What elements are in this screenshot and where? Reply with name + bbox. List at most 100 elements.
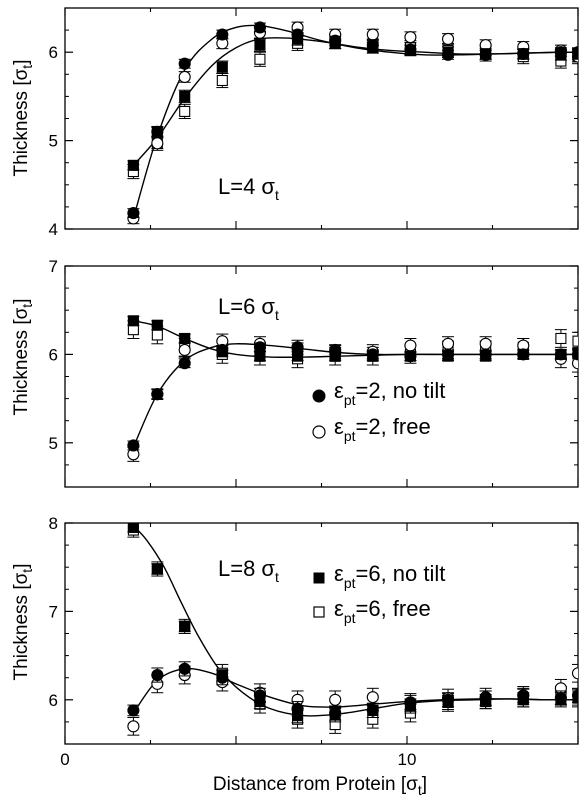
- data-point-filled-square: [127, 159, 139, 171]
- y-tick-label: 8: [49, 514, 58, 533]
- y-axis-title-3: Thickness [σt]: [11, 564, 35, 681]
- data-point-filled-circle: [291, 341, 304, 354]
- y-tick-label: 7: [49, 602, 58, 621]
- data-point-open-circle: [571, 357, 578, 370]
- data-point-filled-circle: [253, 21, 266, 34]
- panel-label-1: L=4 σt: [218, 174, 279, 203]
- data-point-filled-circle: [178, 662, 191, 675]
- fit-line-1: [132, 24, 578, 219]
- data-point-filled-square: [151, 563, 163, 575]
- legend-label: εpt=2, no tilt: [334, 378, 445, 408]
- data-point-open-square: [179, 105, 191, 117]
- data-point-filled-circle: [404, 350, 417, 363]
- legend-label: εpt=2, free: [334, 414, 431, 444]
- data-point-filled-circle: [554, 46, 567, 59]
- data-point-open-circle: [441, 337, 455, 350]
- data-point-filled-circle: [329, 707, 342, 720]
- fit-line-2: [132, 37, 578, 166]
- fit-line-1: [132, 667, 578, 714]
- data-point-filled-circle: [329, 34, 342, 47]
- plot-area: [127, 315, 578, 462]
- legend-item-eps2-free: εpt=2, free: [312, 414, 431, 444]
- legend-label: εpt=6, free: [334, 596, 431, 626]
- data-point-open-square: [254, 53, 266, 65]
- data-point-filled-circle: [291, 28, 304, 41]
- legend-marker-filled-circle: [312, 389, 326, 403]
- data-point-filled-circle: [441, 48, 455, 61]
- plot-frame: [64, 522, 579, 745]
- data-point-filled-circle: [517, 348, 530, 361]
- x-tick-label: 10: [398, 750, 417, 769]
- data-point-open-circle: [571, 667, 578, 680]
- data-point-filled-circle: [127, 704, 140, 717]
- data-point-filled-circle: [366, 39, 379, 52]
- data-point-filled-circle: [404, 43, 417, 56]
- y-axis-title-2: Thickness [σt]: [11, 299, 35, 416]
- data-point-filled-circle: [571, 348, 578, 361]
- chart-panel-1: 4 5 6: [49, 7, 579, 239]
- data-point-open-circle: [178, 343, 191, 357]
- data-point-filled-circle: [479, 48, 492, 61]
- data-point-open-square: [572, 335, 578, 347]
- x-tick-label: 0: [60, 750, 69, 769]
- y-tick-label: 6: [49, 43, 58, 62]
- data-point-open-square: [555, 332, 567, 345]
- data-point-filled-circle: [366, 348, 379, 361]
- data-point-filled-circle: [178, 357, 191, 370]
- data-point-filled-square: [216, 61, 228, 73]
- data-point-filled-square: [179, 332, 191, 345]
- data-point-open-circle: [178, 70, 191, 84]
- data-point-filled-circle: [517, 689, 530, 702]
- data-point-filled-square: [254, 39, 266, 51]
- data-point-filled-square: [127, 523, 139, 533]
- data-point-filled-circle: [216, 28, 229, 41]
- data-point-filled-circle: [127, 439, 140, 452]
- y-tick-label: 6: [49, 691, 58, 710]
- data-point-filled-circle: [441, 693, 455, 706]
- data-point-filled-circle: [404, 696, 417, 709]
- data-point-filled-circle: [554, 348, 567, 361]
- y-tick-label: 4: [49, 220, 58, 239]
- data-point-filled-circle: [366, 704, 379, 717]
- data-point-filled-circle: [517, 47, 530, 61]
- legend-label: εpt=6, no tilt: [334, 561, 445, 591]
- chart-panel-3: 6 7 8 0 10: [49, 514, 579, 769]
- legend-item-eps6-free: εpt=6, free: [313, 596, 431, 626]
- data-point-open-circle: [366, 691, 379, 704]
- data-point-open-square: [151, 329, 163, 341]
- data-point-filled-circle: [329, 343, 342, 357]
- panel-label-3: L=8 σt: [218, 556, 279, 585]
- data-point-filled-square: [179, 620, 191, 632]
- data-point-filled-circle: [151, 388, 164, 401]
- data-point-filled-circle: [216, 343, 229, 357]
- data-point-filled-circle: [253, 689, 266, 702]
- y-tick-label: 6: [49, 345, 58, 364]
- legend-item-eps2-no-tilt: εpt=2, no tilt: [312, 378, 445, 408]
- chart-panel-2: 5 6 7: [49, 257, 579, 488]
- plot-area: [127, 523, 578, 736]
- data-point-filled-square: [151, 319, 163, 331]
- data-point-filled-circle: [479, 691, 492, 705]
- data-point-filled-square: [179, 90, 191, 102]
- data-point-filled-circle: [151, 125, 164, 138]
- y-tick-label: 7: [49, 257, 58, 276]
- x-axis-title: Distance from Protein [σt]: [213, 774, 427, 798]
- panel-label-2: L=6 σt: [218, 294, 279, 323]
- legend-marker-open-circle: [312, 425, 326, 439]
- y-tick-label: 5: [49, 132, 58, 151]
- data-point-filled-circle: [554, 691, 567, 705]
- data-point-open-square: [216, 74, 228, 87]
- data-point-open-circle: [479, 337, 492, 350]
- data-point-filled-circle: [291, 702, 304, 715]
- data-point-open-circle: [329, 693, 342, 706]
- data-point-open-circle: [366, 28, 379, 41]
- data-point-filled-circle: [479, 348, 492, 361]
- data-point-open-circle: [441, 32, 455, 45]
- data-point-open-circle: [404, 31, 417, 44]
- data-point-filled-circle: [441, 348, 455, 361]
- data-point-open-circle: [151, 137, 164, 150]
- y-tick-label: 5: [49, 434, 58, 453]
- data-point-open-circle: [127, 720, 140, 733]
- data-point-filled-circle: [151, 668, 164, 682]
